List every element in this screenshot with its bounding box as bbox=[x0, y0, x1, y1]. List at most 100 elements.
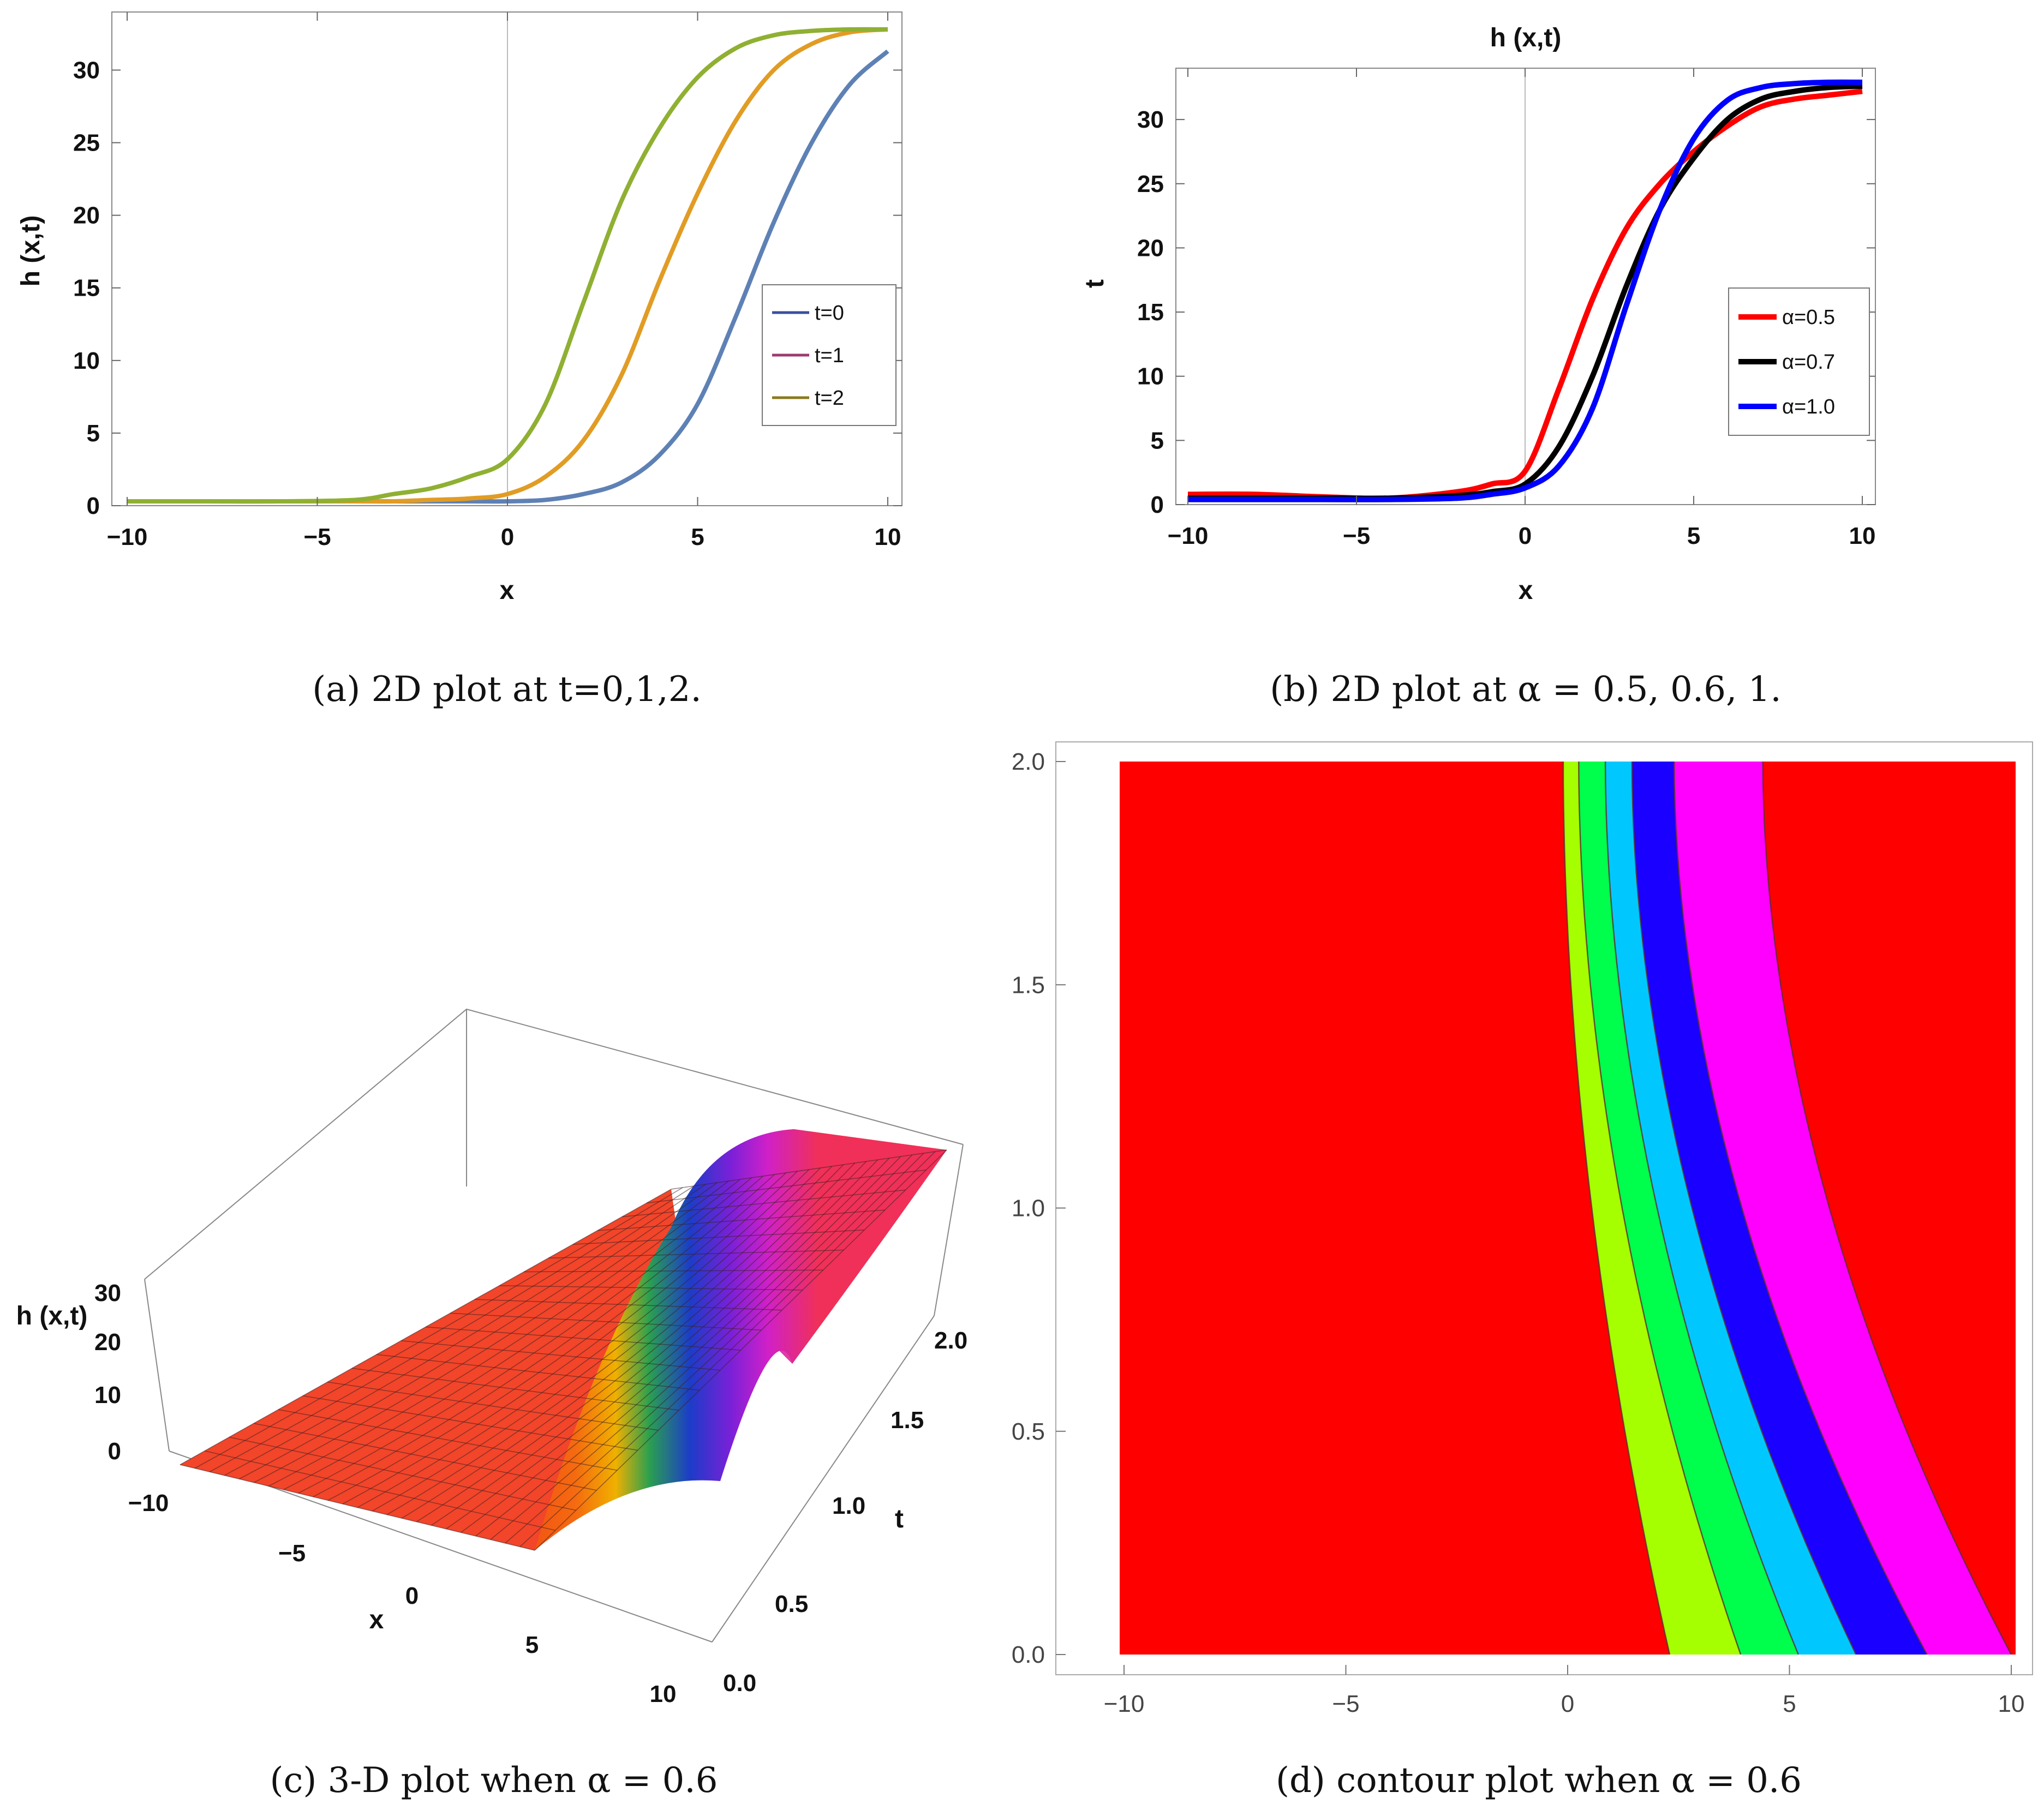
contour-line bbox=[1562, 762, 1671, 1655]
caption-a: (a) 2D plot at t=0,1,2. bbox=[312, 669, 702, 710]
x-tick-label: 0 bbox=[1519, 523, 1532, 549]
mesh-line-x bbox=[621, 1189, 906, 1218]
mesh-line-t bbox=[327, 1172, 786, 1501]
x-axis-label-c: x bbox=[369, 1605, 384, 1634]
t-tick-label: 1.5 bbox=[890, 1407, 924, 1434]
y-tick-label: 1.5 bbox=[1012, 972, 1045, 998]
y-tick-label: 0 bbox=[1151, 492, 1164, 518]
legend-b: α=0.5 α=0.7 α=1.0 bbox=[1728, 287, 1870, 436]
x-tick-label: −5 bbox=[1332, 1691, 1359, 1717]
legend-label: α=1.0 bbox=[1782, 395, 1835, 418]
x-tick-label: 5 bbox=[691, 524, 704, 550]
x-axis-label-b: x bbox=[1519, 576, 1533, 605]
series-line-3 bbox=[127, 27, 888, 504]
y-tick-label: 25 bbox=[73, 130, 100, 157]
caption-b: (b) 2D plot at α = 0.5, 0.6, 1. bbox=[1270, 669, 1781, 710]
contour-line bbox=[1673, 762, 1928, 1655]
y-tick-label: 20 bbox=[73, 202, 100, 229]
x-tick-label: 10 bbox=[1849, 523, 1876, 549]
mesh-line-x bbox=[351, 1368, 679, 1411]
y-tick-label: 15 bbox=[1137, 299, 1164, 326]
y-axis-label-a: h (x,t) bbox=[16, 215, 45, 287]
x-tick-label: 0 bbox=[501, 524, 514, 550]
legend-label: t=2 bbox=[815, 387, 844, 410]
contour-line bbox=[1631, 762, 1857, 1655]
mesh-line-t bbox=[490, 1154, 913, 1540]
x-tick-label: 10 bbox=[875, 524, 901, 550]
contour-band-4 bbox=[1631, 762, 1927, 1655]
mesh-line-t bbox=[224, 1184, 706, 1476]
contour-band-1 bbox=[1563, 762, 1741, 1655]
t-tick-label: 0.0 bbox=[723, 1670, 756, 1697]
mesh-line-t bbox=[416, 1162, 856, 1523]
mesh-line-x bbox=[450, 1312, 762, 1331]
t-tick-label: 1.0 bbox=[832, 1493, 865, 1519]
y-tick-label: 30 bbox=[1137, 106, 1164, 133]
x-tick-label: 10 bbox=[1998, 1691, 2025, 1717]
legend-label: α=0.7 bbox=[1782, 351, 1835, 374]
y-tick-label: 0 bbox=[87, 493, 100, 519]
mesh-line-x bbox=[499, 1285, 803, 1291]
z-tick-label: 20 bbox=[94, 1329, 121, 1356]
z-tick-label: 30 bbox=[94, 1280, 121, 1306]
mesh-line-x bbox=[204, 1451, 555, 1531]
y-tick-label: 10 bbox=[73, 347, 100, 374]
mesh-line-t bbox=[372, 1167, 821, 1512]
t-tick-label: 0.5 bbox=[775, 1591, 808, 1617]
panel-c: 30 20 10 0 h (x,t) −10 −5 0 5 10 x 0.0 0… bbox=[16, 1008, 967, 1801]
chart-title-b: h (x,t) bbox=[1490, 23, 1562, 52]
mesh-line-x bbox=[646, 1169, 927, 1203]
mesh-line-x bbox=[474, 1299, 782, 1311]
mesh-line-t bbox=[446, 1159, 878, 1530]
caption-d: (d) contour plot when α = 0.6 bbox=[1276, 1760, 1802, 1801]
y-tick-label: 5 bbox=[87, 420, 100, 447]
y-tick-label: 15 bbox=[73, 275, 100, 302]
y-tick-label: 20 bbox=[1137, 235, 1164, 261]
surface-mesh bbox=[180, 1149, 947, 1551]
x-tick-label: 5 bbox=[1783, 1691, 1796, 1717]
mesh-line-x bbox=[401, 1340, 720, 1371]
x-tick-label: −5 bbox=[303, 524, 331, 550]
contour-band-3 bbox=[1605, 762, 1856, 1655]
legend-label: t=0 bbox=[815, 302, 844, 325]
mesh-line-t bbox=[209, 1185, 695, 1472]
mesh-line-x bbox=[278, 1409, 618, 1471]
mesh-line-t bbox=[298, 1176, 763, 1494]
y-tick-label: 5 bbox=[1151, 427, 1164, 454]
x-tick-label: 5 bbox=[525, 1632, 539, 1658]
mesh-line-t bbox=[313, 1174, 775, 1497]
mesh-line-x bbox=[229, 1436, 576, 1511]
series-line-3 bbox=[1188, 79, 1863, 502]
contour-line bbox=[1578, 762, 1742, 1655]
y-tick-label: 0.0 bbox=[1012, 1641, 1045, 1668]
mesh-line-x bbox=[425, 1326, 741, 1351]
mesh-line-x bbox=[376, 1354, 700, 1391]
mesh-line-t bbox=[357, 1169, 810, 1508]
mesh-line-t bbox=[268, 1179, 740, 1487]
mesh-line-t bbox=[238, 1182, 718, 1479]
mesh-line-t bbox=[283, 1177, 752, 1490]
y-tick-label: 10 bbox=[1137, 363, 1164, 390]
z-tick-label: 0 bbox=[108, 1438, 121, 1465]
y-tick-label: 1.0 bbox=[1012, 1195, 1045, 1222]
x-axis-label-a: x bbox=[500, 576, 515, 605]
mesh-line-x bbox=[523, 1269, 823, 1273]
z-axis-label-c: h (x,t) bbox=[16, 1302, 88, 1330]
mesh-line-x bbox=[671, 1149, 947, 1190]
mesh-line-t bbox=[475, 1156, 901, 1537]
y-axis-label-b: t bbox=[1080, 279, 1109, 288]
contour-band-5 bbox=[1674, 762, 2011, 1655]
x-tick-label: −10 bbox=[128, 1490, 169, 1517]
y-tick-label: 25 bbox=[1137, 171, 1164, 197]
legend-a: t=0 t=1 t=2 bbox=[762, 284, 897, 426]
mesh-line-t bbox=[254, 1180, 729, 1483]
x-tick-label: 0 bbox=[405, 1583, 419, 1609]
x-tick-label: −10 bbox=[1168, 523, 1209, 549]
x-tick-label: −5 bbox=[278, 1540, 306, 1567]
caption-c: (c) 3-D plot when α = 0.6 bbox=[270, 1760, 718, 1801]
x-tick-label: −10 bbox=[1104, 1691, 1145, 1717]
t-tick-label: 2.0 bbox=[934, 1327, 967, 1354]
mesh-line-x bbox=[327, 1381, 659, 1431]
